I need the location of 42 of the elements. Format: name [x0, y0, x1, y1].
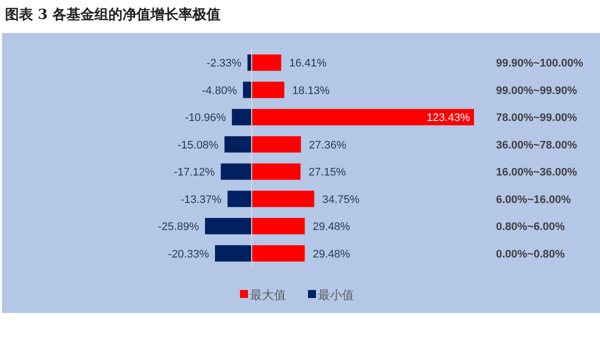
bar: [252, 190, 314, 208]
data-label: -2.33%: [206, 58, 242, 70]
bar: [215, 245, 252, 262]
bar: [252, 163, 301, 180]
y-tick-label: 6.00%~16.00%: [496, 194, 572, 206]
data-label: 123.43%: [426, 112, 470, 124]
data-label: 18.13%: [292, 84, 330, 97]
bar: [232, 108, 252, 126]
data-label: -10.96%: [184, 112, 226, 124]
bar: [224, 136, 252, 153]
y-tick-label: 99.00%~99.90%: [496, 84, 578, 97]
legend-label: 最小值: [318, 288, 354, 302]
bar: [220, 163, 252, 180]
data-label: -4.80%: [202, 84, 238, 97]
data-label: -17.12%: [174, 166, 216, 179]
data-label: 34.75%: [322, 194, 360, 206]
legend-label: 最大值: [250, 288, 286, 302]
y-tick-label: 16.00%~36.00%: [496, 166, 578, 179]
bar: [252, 82, 284, 98]
data-label: -15.08%: [177, 139, 219, 152]
bar: [252, 54, 282, 71]
y-tick-label: 0.00%~0.80%: [496, 248, 566, 260]
y-tick-label: 36.00%~78.00%: [496, 139, 578, 152]
bar: [252, 218, 305, 234]
y-tick-label: 99.90%~100.00%: [496, 58, 584, 70]
data-label: -13.37%: [180, 194, 222, 206]
bar: [252, 245, 305, 262]
y-tick-label: 0.80%~6.00%: [496, 221, 566, 234]
bar: [228, 190, 252, 208]
bar: [242, 82, 252, 98]
chart-title: 图表 3 各基金组的净值增长率极值: [5, 6, 220, 23]
data-label: 27.15%: [308, 166, 346, 179]
data-label: 27.36%: [308, 139, 346, 152]
y-tick-label: 78.00%~99.00%: [496, 112, 578, 124]
data-label: 29.48%: [312, 221, 350, 234]
data-label: 16.41%: [289, 58, 327, 70]
bar: [252, 136, 301, 153]
data-label: -25.89%: [158, 221, 200, 234]
bar: [205, 218, 252, 234]
data-label: -20.33%: [168, 248, 210, 260]
data-label: 29.48%: [312, 248, 350, 260]
bar: [252, 108, 474, 126]
